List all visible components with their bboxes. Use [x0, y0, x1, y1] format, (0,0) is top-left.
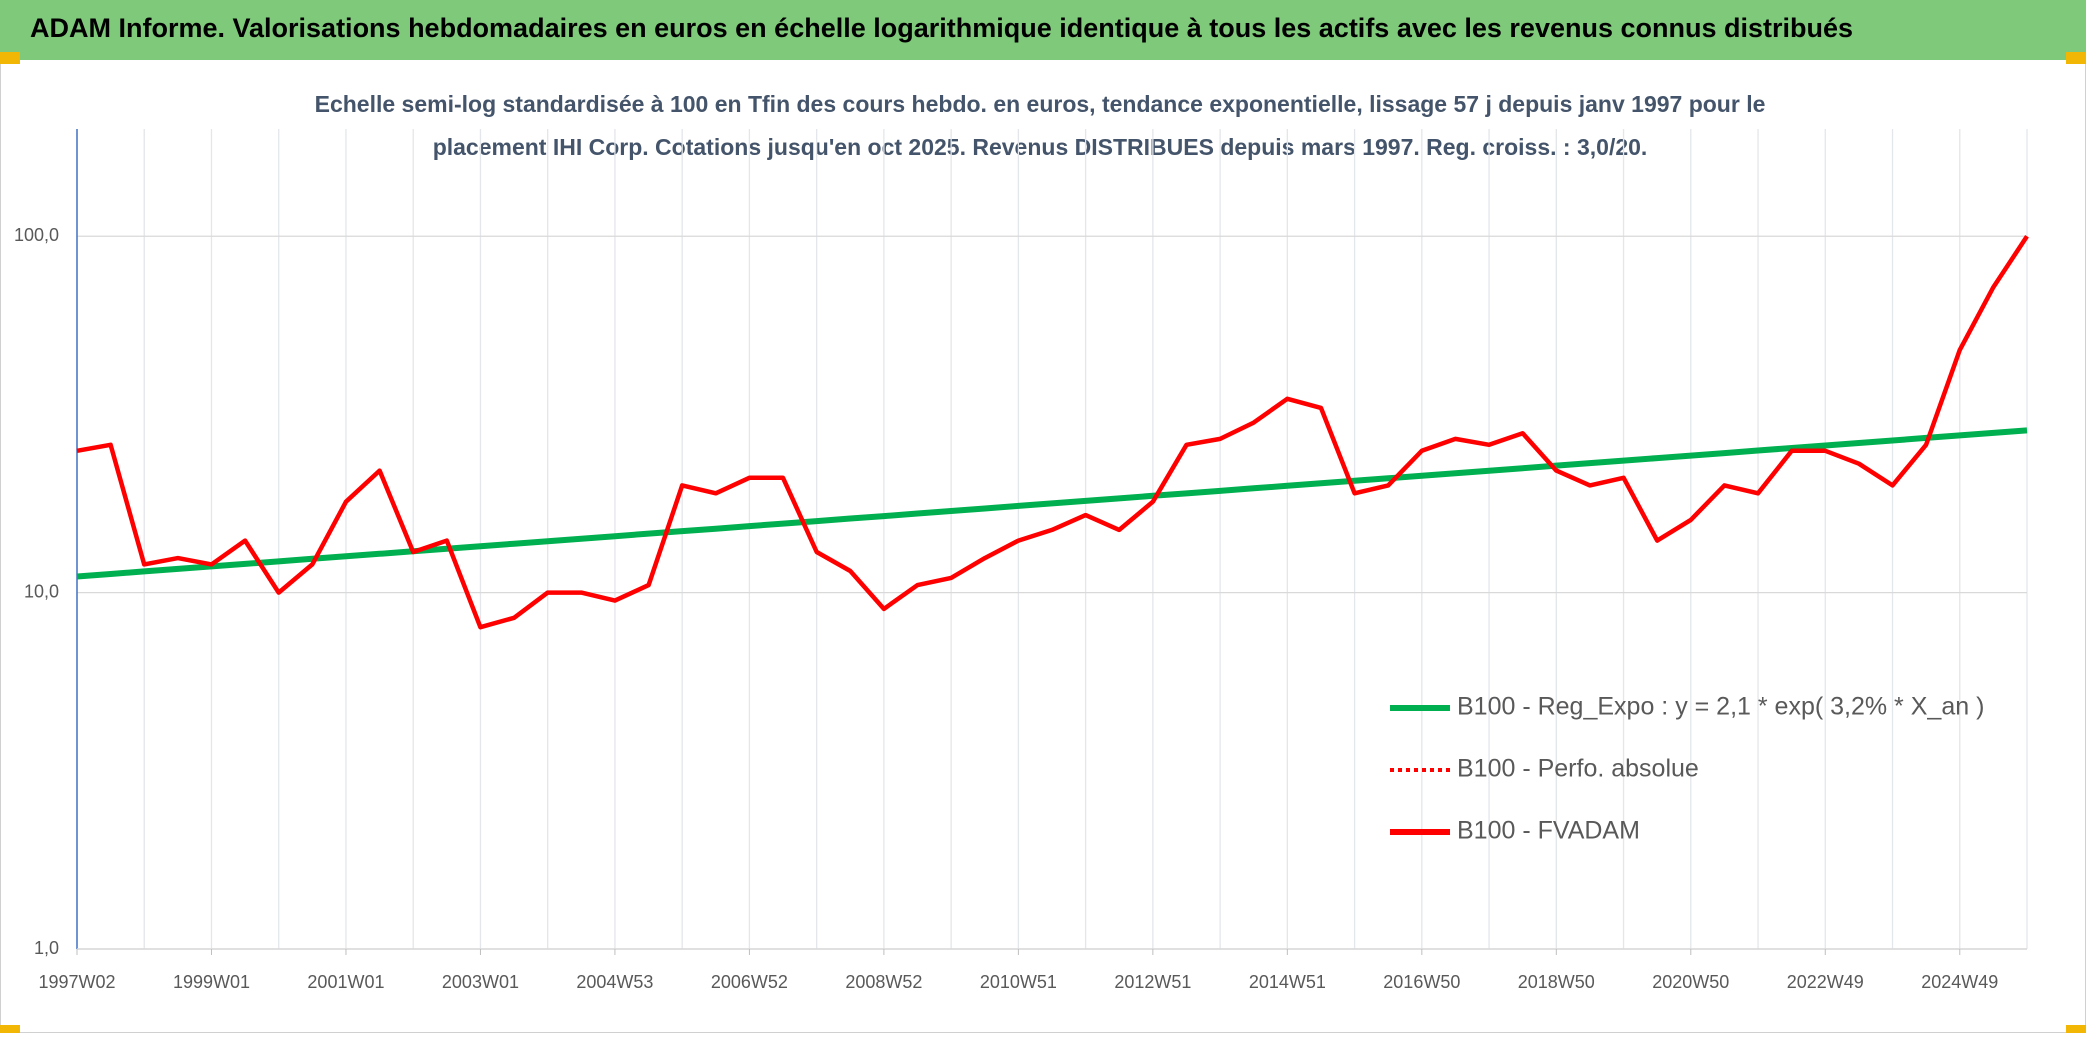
chart-subtitle: Echelle semi-log standardisée à 100 en T…: [315, 91, 1766, 117]
y-tick-label: 1,0: [34, 938, 59, 958]
x-tick-label: 2018W50: [1518, 972, 1595, 992]
x-tick-label: 2006W52: [711, 972, 788, 992]
legend-label: B100 - FVADAM: [1457, 817, 1640, 845]
corner: [0, 52, 20, 64]
x-tick-label: 2016W50: [1383, 972, 1460, 992]
x-tick-label: 2020W50: [1652, 972, 1729, 992]
x-tick-label: 2004W53: [576, 972, 653, 992]
corner: [0, 1025, 20, 1033]
x-tick-label: 2010W51: [980, 972, 1057, 992]
x-tick-label: 2022W49: [1787, 972, 1864, 992]
chart-subtitle: placement IHI Corp. Cotations jusqu'en o…: [433, 134, 1648, 160]
x-tick-label: 2003W01: [442, 972, 519, 992]
legend-label: B100 - Perfo. absolue: [1457, 755, 1699, 783]
x-tick-label: 2008W52: [845, 972, 922, 992]
y-tick-label: 10,0: [24, 581, 59, 601]
x-tick-label: 2014W51: [1249, 972, 1326, 992]
x-tick-label: 1997W02: [38, 972, 115, 992]
corner: [2066, 1025, 2086, 1033]
title-band: [0, 0, 2086, 60]
corner: [2066, 52, 2086, 64]
x-tick-label: 1999W01: [173, 972, 250, 992]
chart-title: ADAM Informe. Valorisations hebdomadaire…: [30, 13, 1853, 43]
legend-label: B100 - Reg_Expo : y = 2,1 * exp( 3,2% * …: [1457, 693, 1984, 721]
x-tick-label: 2024W49: [1921, 972, 1998, 992]
series-line: [76, 235, 2029, 630]
y-tick-label: 100,0: [14, 225, 59, 245]
series-line: [76, 427, 2028, 580]
x-tick-label: 2001W01: [307, 972, 384, 992]
x-tick-label: 2012W51: [1114, 972, 1191, 992]
